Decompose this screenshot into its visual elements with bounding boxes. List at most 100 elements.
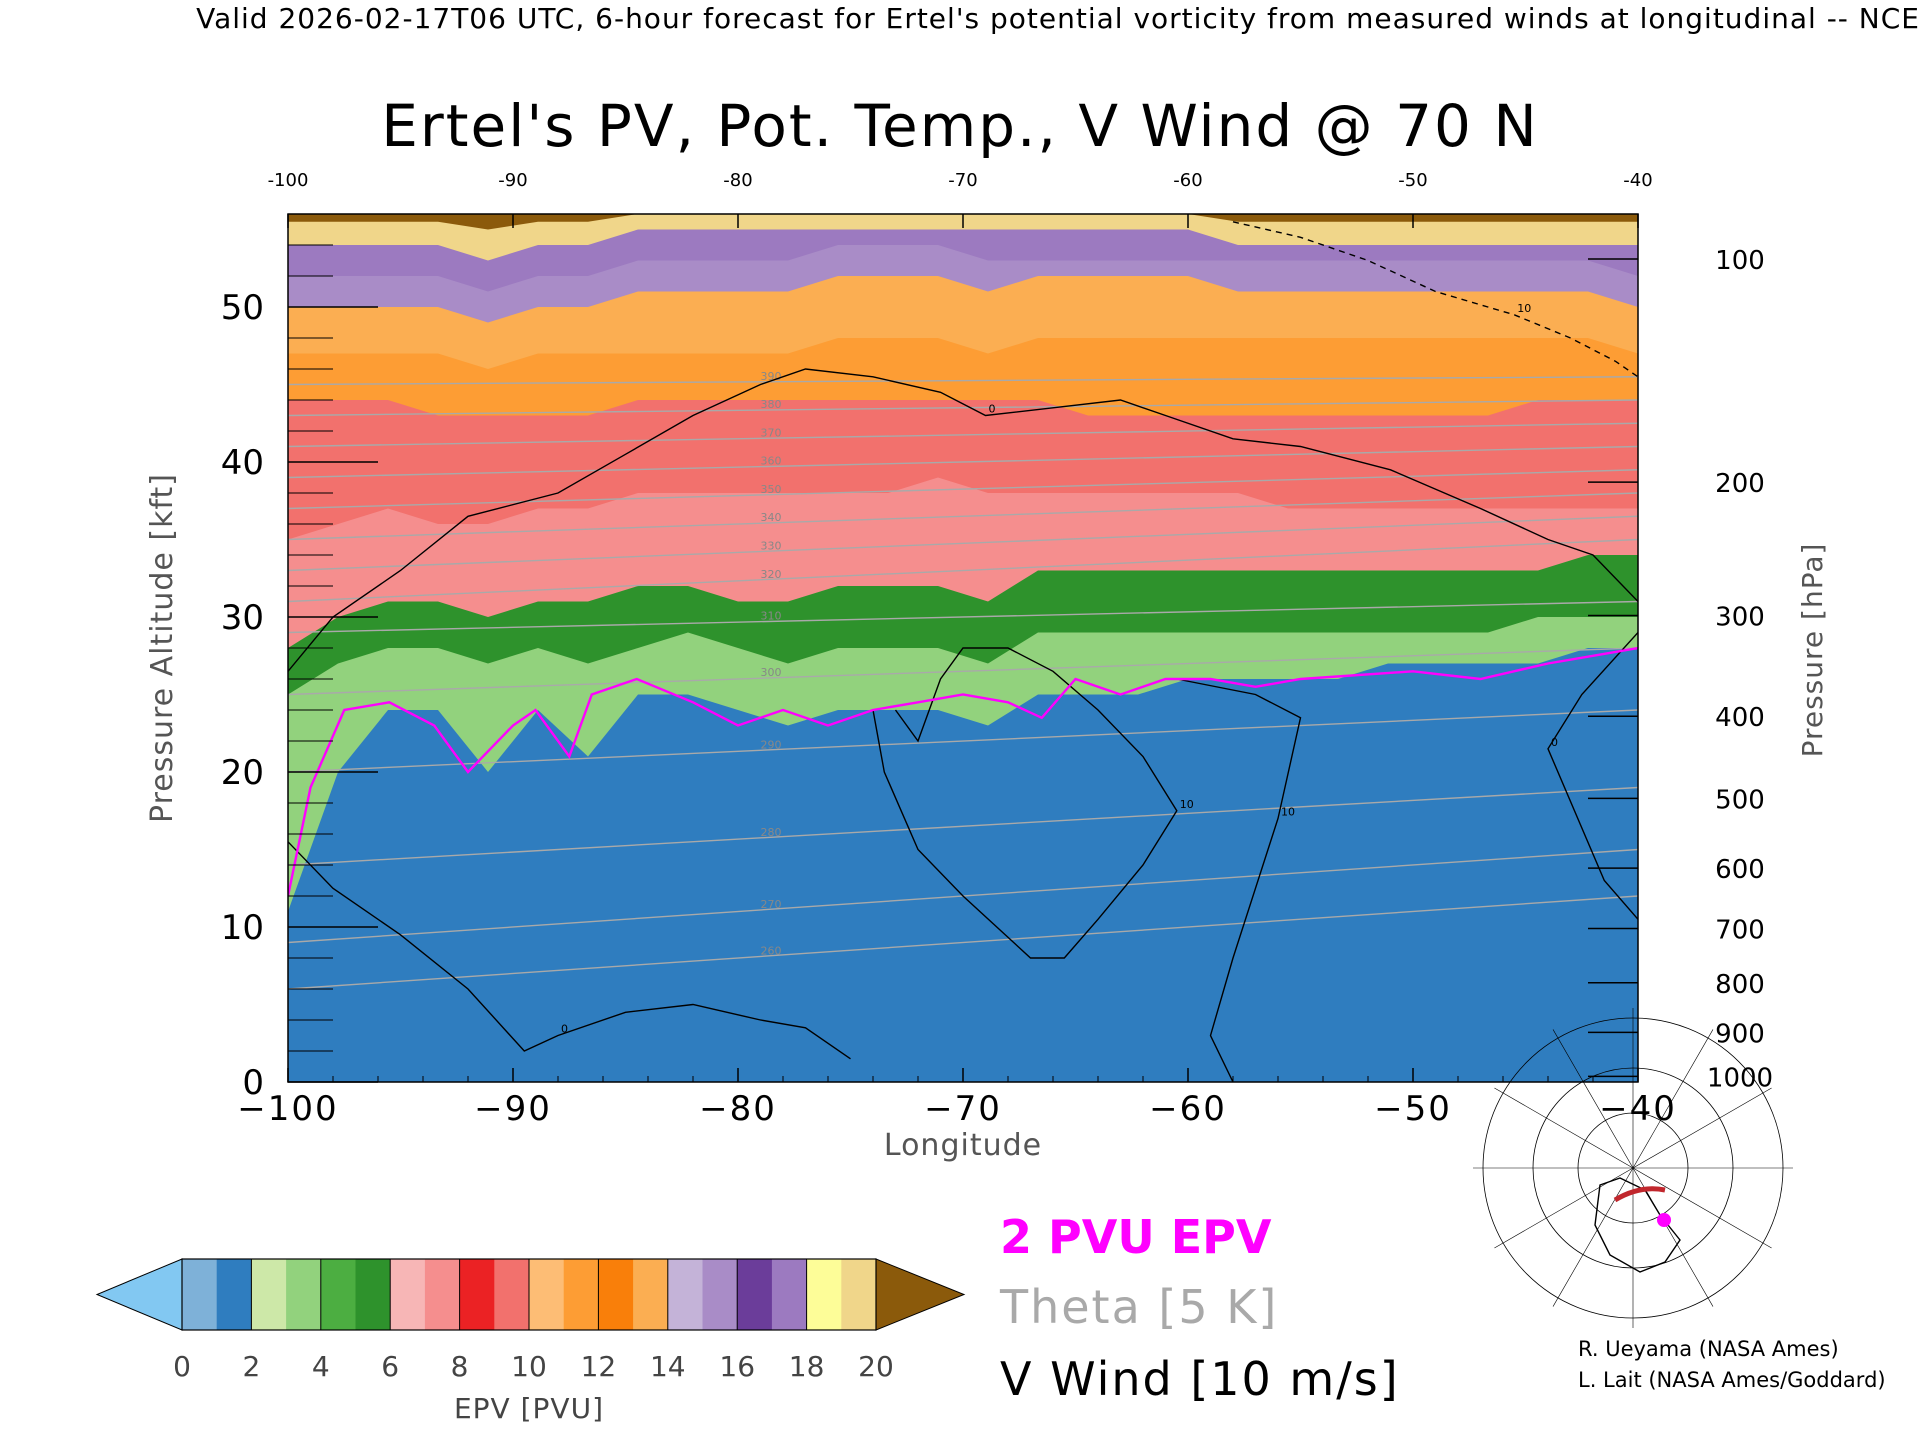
theta-line-380 — [288, 399, 1638, 417]
colorbar-segment — [841, 1259, 877, 1330]
theta-label-330: 330 — [761, 540, 782, 553]
v-wind-label-4: 0 — [1551, 736, 1558, 749]
pressure-tick-label: 800 — [1715, 970, 1765, 1000]
theta-label-360: 360 — [761, 455, 782, 468]
v-wind-label-5: 10 — [1517, 302, 1531, 315]
theta-label-260: 260 — [761, 944, 782, 957]
theta-label-320: 320 — [761, 568, 782, 581]
colorbar-segment — [459, 1259, 495, 1330]
pressure-tick-label: 200 — [1715, 469, 1765, 499]
map-meridian — [1632, 1087, 1772, 1169]
map-section-line — [1613, 1186, 1666, 1203]
theta-label-310: 310 — [761, 610, 782, 623]
y-tick-label: 10 — [221, 908, 264, 948]
v-wind-contour-2 — [872, 647, 1178, 959]
colorbar-tick-label: 6 — [381, 1350, 399, 1383]
chart-title: Ertel's PV, Pot. Temp., V Wind @ 70 N — [381, 92, 1539, 160]
x-tick-label: −70 — [924, 1089, 1002, 1129]
colorbar-segment — [494, 1259, 530, 1330]
map-coastline — [1594, 1177, 1681, 1273]
theta-label-290: 290 — [761, 738, 782, 751]
pressure-tick-label: 300 — [1715, 602, 1765, 632]
locator-map — [1473, 1008, 1793, 1328]
colorbar-segment — [667, 1259, 703, 1330]
v-wind-label-3: 10 — [1281, 806, 1295, 819]
v-wind-label-1: 0 — [561, 1023, 568, 1036]
theta-line-260 — [288, 895, 1638, 990]
theta-label-280: 280 — [761, 826, 782, 839]
theta-label-270: 270 — [761, 898, 782, 911]
v-wind-contour-3 — [1176, 678, 1302, 1082]
colorbar-segment — [390, 1259, 426, 1330]
v-wind-contour-4 — [1547, 632, 1638, 920]
credit-ueyama: R. Ueyama (NASA Ames) — [1578, 1337, 1839, 1361]
colorbar-segment — [563, 1259, 599, 1330]
theta-line-330 — [288, 515, 1638, 572]
y-tick-label: 30 — [221, 598, 264, 638]
y-tick-label: 20 — [221, 753, 264, 793]
map-meridian — [1632, 1029, 1714, 1169]
y-tick-label: 50 — [221, 288, 264, 328]
x-top-tick-label: -70 — [948, 170, 977, 191]
x-tick-label: −40 — [1599, 1089, 1677, 1129]
colorbar-segment — [182, 1259, 218, 1330]
colorbar: 0 2 4 6 8 10 12 14 16 18 20 EPV [PVU] — [95, 1258, 966, 1425]
theta-line-390 — [288, 376, 1638, 386]
x-tick-label: −60 — [1149, 1089, 1227, 1129]
colorbar-under-arrow — [95, 1258, 183, 1331]
colorbar-tick-label: 8 — [451, 1350, 469, 1383]
x-tick-label: −80 — [699, 1089, 777, 1129]
theta-label-380: 380 — [761, 398, 782, 411]
pressure-tick-label: 700 — [1715, 916, 1765, 946]
colorbar-tick-label: 2 — [242, 1350, 260, 1383]
colorbar-segment — [702, 1259, 738, 1330]
theta-line-350 — [288, 469, 1638, 510]
pressure-tick-label: 900 — [1715, 1019, 1765, 1049]
colorbar-tick-label: 18 — [789, 1350, 825, 1383]
x-tick-label: −50 — [1374, 1089, 1452, 1129]
theta-isotherms: 2602702802903003103203303403503603703803… — [288, 370, 1638, 990]
colorbar-segment — [598, 1259, 634, 1330]
colorbar-segment — [355, 1259, 391, 1330]
legend-2pvu-epv: 2 PVU EPV — [1000, 1210, 1272, 1264]
colorbar-tick-label: 14 — [650, 1350, 686, 1383]
pv-2-line — [288, 646, 1638, 897]
x-top-tick-label: -90 — [498, 170, 527, 191]
x-tick-label: −100 — [237, 1089, 338, 1129]
theta-line-310 — [288, 600, 1638, 634]
theta-line-370 — [288, 422, 1638, 448]
colorbar-label: EPV [PVU] — [454, 1392, 604, 1425]
colorbar-segment — [771, 1259, 808, 1330]
theta-line-340 — [288, 492, 1638, 541]
x-top-tick-label: -100 — [268, 170, 309, 191]
colorbar-segment — [320, 1259, 356, 1330]
v-wind-contour-5 — [1232, 221, 1638, 378]
colorbar-segment — [286, 1259, 322, 1330]
map-location-marker — [1657, 1213, 1671, 1227]
pressure-tick-label: 600 — [1715, 855, 1765, 885]
theta-line-290 — [288, 709, 1638, 773]
v-wind-label-0: 0 — [989, 403, 996, 416]
pressure-tick-label: 500 — [1715, 785, 1765, 815]
x-top-tick-label: -80 — [723, 170, 752, 191]
colorbar-tick-label: 10 — [511, 1350, 547, 1383]
map-meridian — [1552, 1167, 1634, 1307]
legend-v-wind: V Wind [10 m/s] — [1000, 1352, 1400, 1406]
theta-line-300 — [288, 647, 1638, 696]
pressure-tick-label: 1000 — [1707, 1063, 1773, 1093]
theta-label-370: 370 — [761, 426, 782, 439]
pressure-tick-label: 400 — [1715, 703, 1765, 733]
x-top-tick-label: -60 — [1173, 170, 1202, 191]
colorbar-tick-label: 16 — [719, 1350, 755, 1383]
x-tick-label: −90 — [474, 1089, 552, 1129]
x-axis-label: Longitude — [884, 1128, 1042, 1163]
colorbar-tick-label: 0 — [173, 1350, 191, 1383]
pv-shading — [288, 214, 1638, 1082]
colorbar-segment — [529, 1259, 565, 1330]
y-axis-label: Pressure Altitude [kft] — [145, 473, 180, 823]
y-tick-label: 0 — [242, 1063, 264, 1103]
theta-line-280 — [288, 786, 1638, 866]
credit-lait: L. Lait (NASA Ames/Goddard) — [1578, 1368, 1886, 1392]
theta-line-360 — [288, 445, 1638, 479]
